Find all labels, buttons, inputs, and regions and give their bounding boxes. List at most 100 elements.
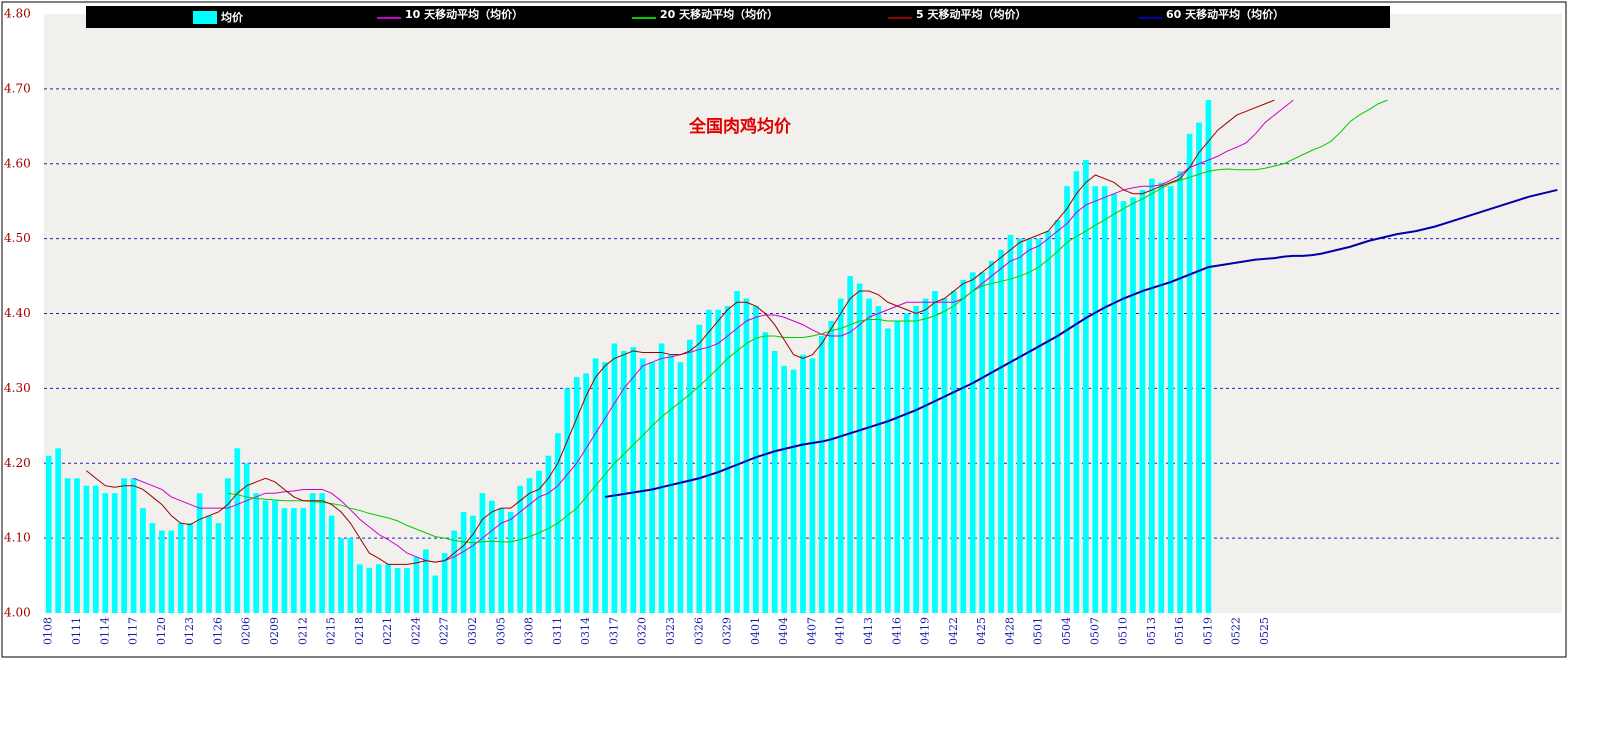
- x-tick-label: 0516: [1173, 617, 1186, 645]
- bar: [1073, 171, 1080, 614]
- x-tick-label: 0120: [155, 617, 168, 645]
- bar: [206, 515, 212, 613]
- bar: [281, 508, 288, 613]
- bar: [215, 523, 222, 613]
- bar: [696, 324, 703, 613]
- x-tick-label: 0519: [1201, 617, 1214, 645]
- x-tick-label: 0111: [70, 617, 83, 645]
- bar: [1007, 234, 1014, 613]
- bar: [328, 515, 335, 613]
- x-tick-label: 0224: [409, 617, 422, 645]
- annotation: 全国肉鸡均价: [688, 116, 792, 137]
- bar: [1101, 186, 1108, 613]
- bar: [253, 493, 259, 613]
- x-tick-label: 0329: [721, 617, 734, 645]
- bar: [441, 553, 448, 613]
- bar: [639, 358, 646, 613]
- bar: [724, 306, 731, 613]
- bar: [913, 306, 919, 613]
- bar: [790, 369, 797, 613]
- bar: [630, 347, 637, 613]
- x-tick-label: 0504: [1060, 617, 1073, 645]
- line: [133, 99, 1294, 563]
- bar: [55, 448, 61, 613]
- bar: [83, 485, 90, 613]
- bar: [1167, 186, 1174, 613]
- bar: [979, 272, 985, 613]
- bar: [998, 249, 1004, 613]
- bar: [885, 328, 891, 613]
- y-tick-label: 4.40: [4, 306, 31, 320]
- legend-label: 60 天移动平均（均价）: [1166, 7, 1284, 21]
- x-tick-label: 0308: [523, 617, 536, 645]
- bar: [177, 523, 184, 613]
- bar: [715, 309, 721, 613]
- bar: [121, 478, 127, 613]
- bar: [1205, 100, 1212, 613]
- bar: [507, 511, 514, 613]
- bar: [969, 272, 976, 613]
- marks: [45, 99, 1558, 614]
- x-tick-label: 0501: [1032, 617, 1045, 645]
- bar: [291, 508, 297, 613]
- y-tick-label: 4.70: [4, 81, 31, 95]
- line: [86, 99, 1275, 565]
- bar: [451, 530, 457, 613]
- y-tick-label: 4.80: [4, 7, 31, 21]
- bar: [130, 478, 137, 613]
- y-tick-label: 4.30: [4, 381, 31, 395]
- bar: [385, 564, 391, 613]
- legend-label: 20 天移动平均（均价）: [660, 7, 778, 21]
- x-tick-label: 0522: [1230, 617, 1243, 645]
- bar: [903, 313, 910, 613]
- bar: [243, 463, 250, 613]
- bar: [1177, 171, 1183, 614]
- bar: [856, 283, 863, 613]
- bar: [1139, 189, 1146, 614]
- x-tick-label: 0218: [353, 617, 366, 645]
- bar: [753, 306, 759, 613]
- x-tick-label: 0513: [1145, 617, 1158, 645]
- bar: [225, 478, 231, 613]
- bar: [338, 538, 344, 613]
- bar: [677, 362, 684, 613]
- bar: [1120, 201, 1127, 613]
- bar: [300, 508, 307, 613]
- bar: [922, 298, 929, 613]
- bar: [1130, 197, 1136, 613]
- bar: [93, 485, 99, 613]
- bar: [460, 511, 467, 613]
- bar: [1017, 238, 1023, 613]
- bar: [932, 291, 938, 613]
- bar: [819, 335, 825, 613]
- x-tick-label: 0407: [805, 617, 818, 645]
- bar: [988, 261, 995, 613]
- bar: [159, 530, 165, 613]
- bar: [536, 470, 542, 613]
- x-tick-label: 0425: [975, 617, 988, 645]
- bar: [168, 530, 175, 613]
- bar: [489, 500, 495, 613]
- bar: [894, 320, 901, 613]
- legend-label: 5 天移动平均（均价）: [916, 7, 1026, 21]
- bar: [347, 538, 354, 613]
- bar: [866, 298, 872, 613]
- x-tick-label: 0507: [1088, 617, 1101, 645]
- bar: [423, 549, 429, 613]
- bar: [1064, 186, 1070, 613]
- x-tick-label: 0422: [947, 617, 960, 645]
- bar: [140, 508, 146, 613]
- bar: [941, 298, 948, 613]
- bar: [602, 362, 608, 613]
- bar: [262, 500, 269, 613]
- labels: 4.00 4.10 4.20 4.30 4.40 4.50 4.60 4.70 4.80 0108…: [4, 7, 1271, 646]
- x-tick-label: 0323: [664, 617, 677, 645]
- bar: [1035, 238, 1042, 613]
- x-tick-label: 0305: [494, 617, 507, 645]
- bar: [1092, 186, 1099, 613]
- y-tick-label: 4.50: [4, 231, 31, 245]
- bar: [875, 306, 882, 613]
- bar: [111, 493, 118, 613]
- x-tick-label: 0209: [268, 617, 281, 645]
